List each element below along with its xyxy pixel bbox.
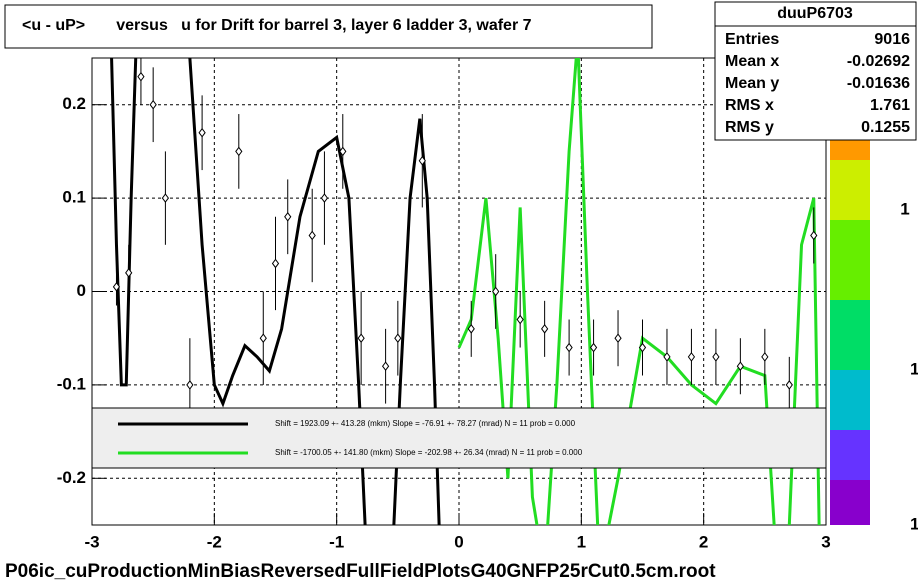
y-tick-label: 0.1: [62, 188, 86, 207]
legend-box: [91, 407, 827, 469]
profile-point: [308, 230, 316, 241]
legend-label: Shift = -1700.05 +- 141.80 (mkm) Slope =…: [275, 448, 583, 457]
fit-curve: [392, 118, 441, 525]
chart-title: <u - uP> versus u for Drift for barrel 3…: [22, 17, 532, 34]
profile-point: [492, 286, 500, 297]
profile-point: [394, 333, 402, 344]
profile-point: [589, 342, 598, 353]
stats-label: Mean y: [725, 75, 779, 92]
profile-point: [638, 342, 647, 353]
profile-point: [149, 99, 157, 110]
colorbar-label: 1: [900, 199, 909, 218]
fit-curve: [110, 58, 367, 525]
profile-point: [161, 193, 170, 203]
y-tick-label: -0.1: [57, 374, 86, 393]
stats-value: -0.02692: [847, 53, 910, 70]
profile-point: [339, 146, 347, 157]
profile-point: [271, 258, 280, 269]
profile-point: [565, 342, 573, 353]
profile-point: [259, 333, 267, 344]
x-tick-label: -1: [329, 532, 344, 551]
y-tick-label: 0: [77, 281, 86, 300]
profile-point: [541, 324, 549, 334]
profile-point: [186, 380, 194, 390]
x-tick-label: -2: [207, 532, 222, 551]
y-tick-label: 0.2: [62, 94, 86, 113]
profile-point: [712, 352, 720, 362]
stats-label: Entries: [725, 31, 779, 48]
profile-point: [418, 155, 426, 166]
stats-box: [714, 1, 917, 141]
colorbar-label: 10: [910, 514, 918, 533]
stats-value: 0.1255: [861, 119, 910, 136]
profile-point: [785, 380, 793, 390]
profile-point: [467, 324, 475, 334]
profile-point: [761, 352, 769, 362]
stats-label: RMS y: [725, 119, 774, 136]
profile-point: [125, 267, 133, 278]
stats-name: duuP6703: [777, 5, 853, 22]
x-tick-label: 1: [577, 532, 586, 551]
x-tick-label: -3: [84, 532, 99, 551]
color-bar: [830, 140, 870, 525]
title-box: [4, 4, 653, 49]
footer: P06ic_cuProductionMinBiasReversedFullFie…: [5, 561, 716, 582]
y-tick-label: -0.2: [57, 468, 86, 487]
profile-point: [663, 352, 671, 362]
profile-point: [198, 127, 206, 138]
x-tick-label: 3: [821, 532, 830, 551]
stats-value: -0.01636: [847, 75, 910, 92]
profile-point: [687, 352, 696, 362]
profile-point: [137, 71, 145, 82]
profile-point: [284, 211, 292, 222]
x-tick-label: 2: [699, 532, 708, 551]
stats-value: 9016: [874, 31, 910, 48]
profile-point: [320, 193, 329, 203]
stats-value: 1.761: [870, 97, 910, 114]
profile-point: [614, 333, 622, 344]
profile-point: [357, 333, 365, 344]
legend-label: Shift = 1923.09 +- 413.28 (mkm) Slope = …: [275, 419, 576, 428]
fit-curve: [457, 58, 821, 525]
stats-label: RMS x: [725, 97, 774, 114]
profile-point: [516, 314, 524, 325]
profile-point: [235, 146, 243, 157]
colorbar-label: 10: [910, 359, 918, 378]
stats-label: Mean x: [725, 53, 779, 70]
x-tick-label: 0: [454, 532, 463, 551]
profile-point: [810, 230, 818, 241]
profile-point: [112, 281, 121, 292]
profile-point: [381, 361, 390, 372]
profile-point: [736, 361, 744, 372]
